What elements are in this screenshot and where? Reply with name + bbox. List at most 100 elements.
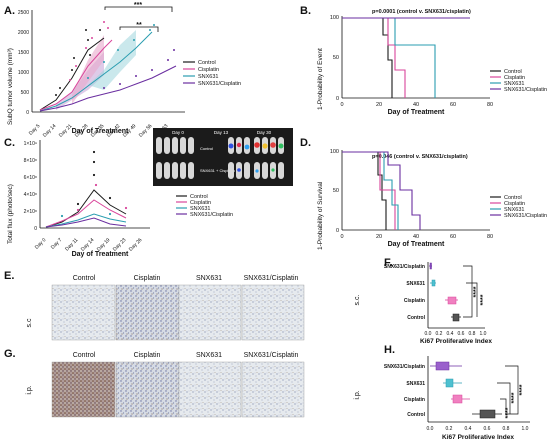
panel-f: F. s.c. SNX631/Cisplatin SNX631 Cisplati… <box>354 257 492 345</box>
a-area-cisplatin <box>72 35 104 104</box>
c-legend-cisplatin: Cisplatin <box>190 200 211 206</box>
panel-e-letter: E. <box>4 270 14 282</box>
ivis-day-30: Day 30 <box>257 130 272 135</box>
a-ytick: 500 <box>21 90 30 96</box>
d-legend-snx631: SNX631 <box>504 207 525 213</box>
b-xtick: 0 <box>340 102 343 108</box>
panel-c-letter: C. <box>4 137 15 149</box>
f-box-combo <box>429 262 432 270</box>
panel-c-legend: Control Cisplatin SNX631 SNX631/Cisplati… <box>176 194 233 218</box>
d-curve-combo <box>342 151 421 230</box>
d-xtick: 0 <box>340 234 343 240</box>
panel-b-legend: Control Cisplatin SNX631 SNX631/Cisplati… <box>490 69 547 93</box>
c-line-snx631 <box>45 213 127 228</box>
g-row-label: i.p. <box>26 385 33 394</box>
d-ytick: 100 <box>330 149 339 155</box>
h-xtick: 0.6 <box>484 426 491 432</box>
d-legend-cisplatin: Cisplatin <box>504 201 525 207</box>
ivis-row-control: Control <box>200 146 213 151</box>
panel-h-letter: H. <box>384 344 395 356</box>
d-curve-control <box>342 151 387 230</box>
h-cat-snx631: SNX631 <box>406 381 425 387</box>
ivis-day-13: Day 13 <box>214 130 229 135</box>
e-col-control: Control <box>73 275 96 282</box>
d-curve-cisplatin <box>342 151 396 230</box>
h-row-label: i.p. <box>354 390 361 399</box>
panel-g: G. Control Cisplatin SNX631 SNX631/Cispl… <box>4 348 305 418</box>
c-xtick: Day 26 <box>128 237 144 253</box>
a-xtick: Day 56 <box>138 123 154 139</box>
b-ytick: 100 <box>330 15 339 21</box>
panel-b-ylabel: 1-Probability of Event <box>317 48 324 110</box>
panel-b-xlabel: Day of Treatment <box>388 109 445 116</box>
c-ytick: 8×10⁸ <box>24 158 37 164</box>
c-xtick: Day 0 <box>34 237 48 251</box>
f-xtick: 0.4 <box>447 331 454 337</box>
a-legend-snx631: SNX631 <box>198 74 219 80</box>
f-cat-cisplatin: Cisplatin <box>404 298 425 304</box>
f-cat-combo: SNX631/Cisplatin <box>384 264 425 270</box>
d-xtick: 60 <box>450 234 456 240</box>
panel-d-annotation: p=0.046 (control v. SNX631/cisplatin) <box>372 154 468 160</box>
panel-c: C. Total flux (photo/sec) 0 2×10⁸ 4×10⁸ … <box>4 128 293 258</box>
c-legend-snx631: SNX631 <box>190 206 211 212</box>
panel-f-letter: F. <box>384 257 393 269</box>
a-ytick: 0 <box>26 110 29 116</box>
panel-d-legend: Control Cisplatin SNX631 SNX631/Cisplati… <box>490 195 547 219</box>
ivis-imaging: Day 0 Day 13 Day 30 Control SNX631 + Cis… <box>153 128 293 186</box>
h-cat-cisplatin: Cisplatin <box>404 397 425 403</box>
ivis-signal-control <box>228 142 284 150</box>
d-xtick: 80 <box>487 234 493 240</box>
f-cat-control: Control <box>407 315 425 321</box>
d-ytick: 0 <box>336 228 339 234</box>
d-xtick: 40 <box>413 234 419 240</box>
g-col-cisplatin: Cisplatin <box>134 352 161 359</box>
panel-a-letter: A. <box>4 5 15 17</box>
h-box-combo <box>435 361 450 371</box>
panel-e: E. Control Cisplatin SNX631 SNX631/Cispl… <box>4 270 305 341</box>
c-ytick: 2×10⁸ <box>24 209 37 215</box>
a-line-combo <box>39 65 177 112</box>
h-box-control <box>479 409 496 419</box>
c-ytick: 4×10⁸ <box>24 192 37 198</box>
h-sig-1: **** <box>519 384 526 395</box>
e-row-label: s.c <box>26 318 33 327</box>
b-xtick: 60 <box>450 102 456 108</box>
h-xtick: 0.8 <box>503 426 510 432</box>
panel-a-ylabel: SubQ tumor volume (mm³) <box>7 48 14 125</box>
e-image-combo <box>241 284 305 341</box>
f-box-cisplatin <box>447 296 457 305</box>
a-line-snx631 <box>39 31 153 112</box>
f-xtick: 0.8 <box>469 331 476 337</box>
f-xtick: 0.6 <box>458 331 465 337</box>
a-points <box>55 21 175 96</box>
panel-h-xlabel: Ki67 Proliferative Index <box>442 434 514 441</box>
g-col-control: Control <box>73 352 96 359</box>
panel-d-letter: D. <box>300 137 311 149</box>
a-area-snx <box>88 30 136 90</box>
c-line-control <box>45 189 127 228</box>
h-xtick: 0.0 <box>427 426 434 432</box>
e-col-snx631: SNX631 <box>196 275 222 282</box>
b-ytick: 50 <box>333 55 339 61</box>
a-xtick: Day 5 <box>28 123 42 137</box>
f-xtick: 0.0 <box>425 331 432 337</box>
d-xtick: 20 <box>376 234 382 240</box>
c-line-combo <box>45 217 127 228</box>
g-image-cisplatin <box>115 361 180 418</box>
ivis-row-combo: SNX631 + Cisplatin <box>200 168 235 173</box>
h-sig-3: **** <box>505 407 512 418</box>
e-col-combo: SNX631/Cisplatin <box>244 275 299 282</box>
panel-g-letter: G. <box>4 348 16 360</box>
h-cat-control: Control <box>407 412 425 418</box>
b-legend-snx631: SNX631 <box>504 81 525 87</box>
a-xtick: Day 14 <box>42 123 58 139</box>
a-legend-control: Control <box>198 60 216 66</box>
h-box-cisplatin <box>452 394 463 404</box>
d-ytick: 50 <box>333 188 339 194</box>
a-legend-combo: SNX631/Cisplatin <box>198 81 241 87</box>
g-col-combo: SNX631/Cisplatin <box>244 352 299 359</box>
b-legend-control: Control <box>504 69 522 75</box>
panel-b: B. 1-Probability of Event 0 50 100 0 20 … <box>300 5 547 116</box>
